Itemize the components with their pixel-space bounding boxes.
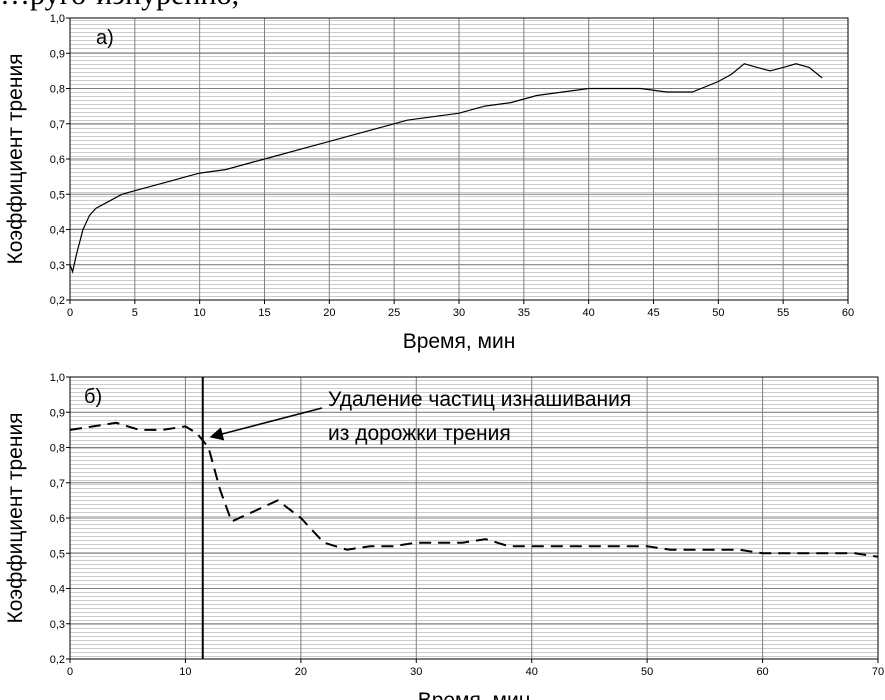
x-tick-label: 45 <box>647 307 659 319</box>
y-tick-label: 0,6 <box>50 154 65 166</box>
y-tick-label: 0,4 <box>50 584 65 596</box>
x-axis-title-b: Время, мин <box>418 689 531 700</box>
panel-a: 0 5 10 15 20 25 30 35 40 45 50 55 60 0,2 0,3 0,4 0,5 0,6 0… <box>4 13 854 353</box>
x-tick-label: 10 <box>179 666 191 678</box>
x-tick-label: 20 <box>323 307 335 319</box>
top-cutoff-text: …руго-иэнуренно, <box>0 0 239 12</box>
y-tick-label: 1,0 <box>50 372 65 384</box>
y-tick-label: 0,3 <box>50 260 65 272</box>
x-tick-label: 5 <box>132 307 138 319</box>
y-tick-label: 0,2 <box>50 295 65 307</box>
x-tick-label: 30 <box>453 307 465 319</box>
grid-a <box>70 18 848 300</box>
series-line-a <box>69 63 823 274</box>
x-tick-label: 40 <box>583 307 595 319</box>
y-tick-label: 0,4 <box>50 225 65 237</box>
y-tick-label: 0,7 <box>50 478 65 490</box>
y-tick-label: 0,8 <box>50 443 65 455</box>
series-line-b <box>69 421 879 558</box>
annotation-line-1: Удаление частиц изнашивания <box>328 388 631 411</box>
y-tick-label: 0,7 <box>50 119 65 131</box>
x-tick-label: 60 <box>842 307 854 319</box>
annotation-line-2: из дорожки трения <box>328 422 511 445</box>
x-tick-label: 15 <box>258 307 270 319</box>
y-tick-label: 0,5 <box>50 548 65 560</box>
x-tick-label: 60 <box>756 666 768 678</box>
y-tick-label: 0,8 <box>50 84 65 96</box>
y-tick-label: 0,5 <box>50 189 65 201</box>
x-tick-label: 50 <box>641 666 653 678</box>
x-tick-label: 10 <box>194 307 206 319</box>
panel-label-b: б) <box>84 386 102 408</box>
x-tick-label: 0 <box>67 307 73 319</box>
x-tick-label: 30 <box>410 666 422 678</box>
x-tick-label: 40 <box>526 666 538 678</box>
y-tick-label: 0,3 <box>50 619 65 631</box>
ticks-a: 0 5 10 15 20 25 30 35 40 45 50 55 60 0,2 0,3 0,4 0,5 0,6 0… <box>50 13 854 319</box>
panel-b: 0 10 20 30 40 50 60 70 0,2 0,3 0,4 0,5 0,6 0,7 0,8 0,9 1… <box>4 372 884 700</box>
y-axis-title-b: Коэффициент трения <box>4 412 27 623</box>
ticks-b: 0 10 20 30 40 50 60 70 0,2 0,3 0,4 0,5 0,6 0,7 0,8 0,9 1… <box>50 372 884 678</box>
panel-label-a: а) <box>96 27 114 49</box>
y-axis-title-a: Коэффициент трения <box>4 53 27 264</box>
x-tick-label: 20 <box>295 666 307 678</box>
y-tick-label: 0,6 <box>50 513 65 525</box>
y-tick-label: 0,2 <box>50 654 65 666</box>
x-tick-label: 0 <box>67 666 73 678</box>
y-tick-label: 0,9 <box>50 407 65 419</box>
x-tick-label: 35 <box>518 307 530 319</box>
x-tick-label: 70 <box>872 666 884 678</box>
y-tick-label: 0,9 <box>50 48 65 60</box>
x-tick-label: 55 <box>777 307 789 319</box>
x-tick-label: 25 <box>388 307 400 319</box>
y-tick-label: 1,0 <box>50 13 65 25</box>
x-axis-title-a: Время, мин <box>403 330 516 353</box>
x-tick-label: 50 <box>712 307 724 319</box>
annotation-arrow <box>209 407 323 441</box>
